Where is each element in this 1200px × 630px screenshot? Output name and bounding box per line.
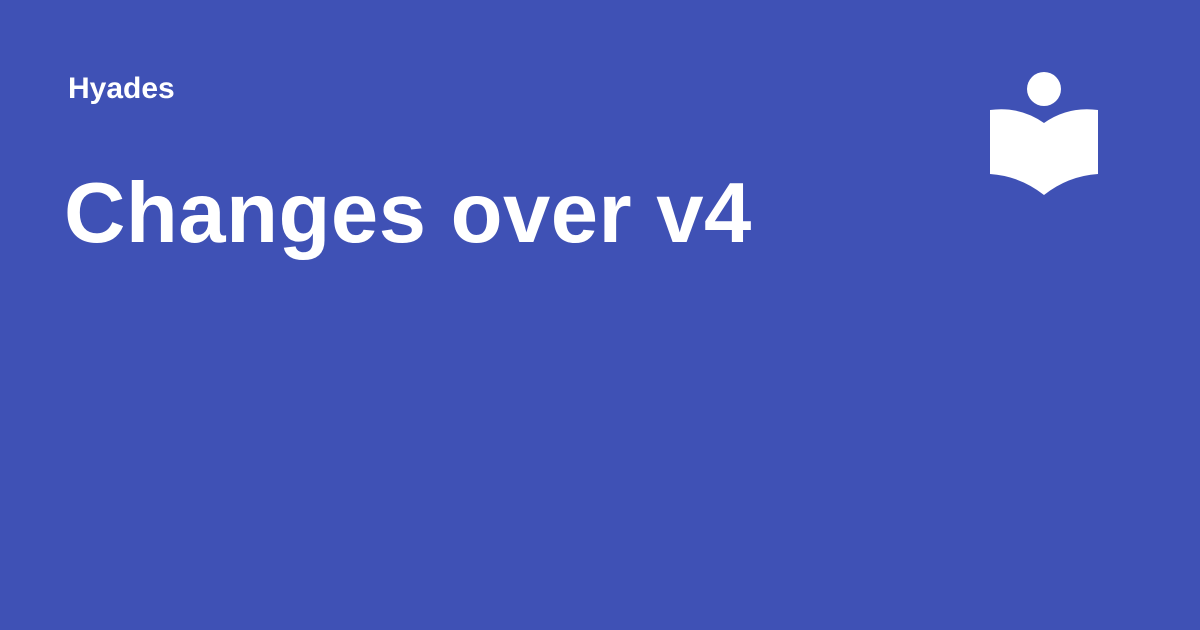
site-name: Hyades	[68, 72, 175, 105]
page-title: Changes over v4	[64, 166, 752, 261]
book-reader-icon	[990, 72, 1098, 196]
